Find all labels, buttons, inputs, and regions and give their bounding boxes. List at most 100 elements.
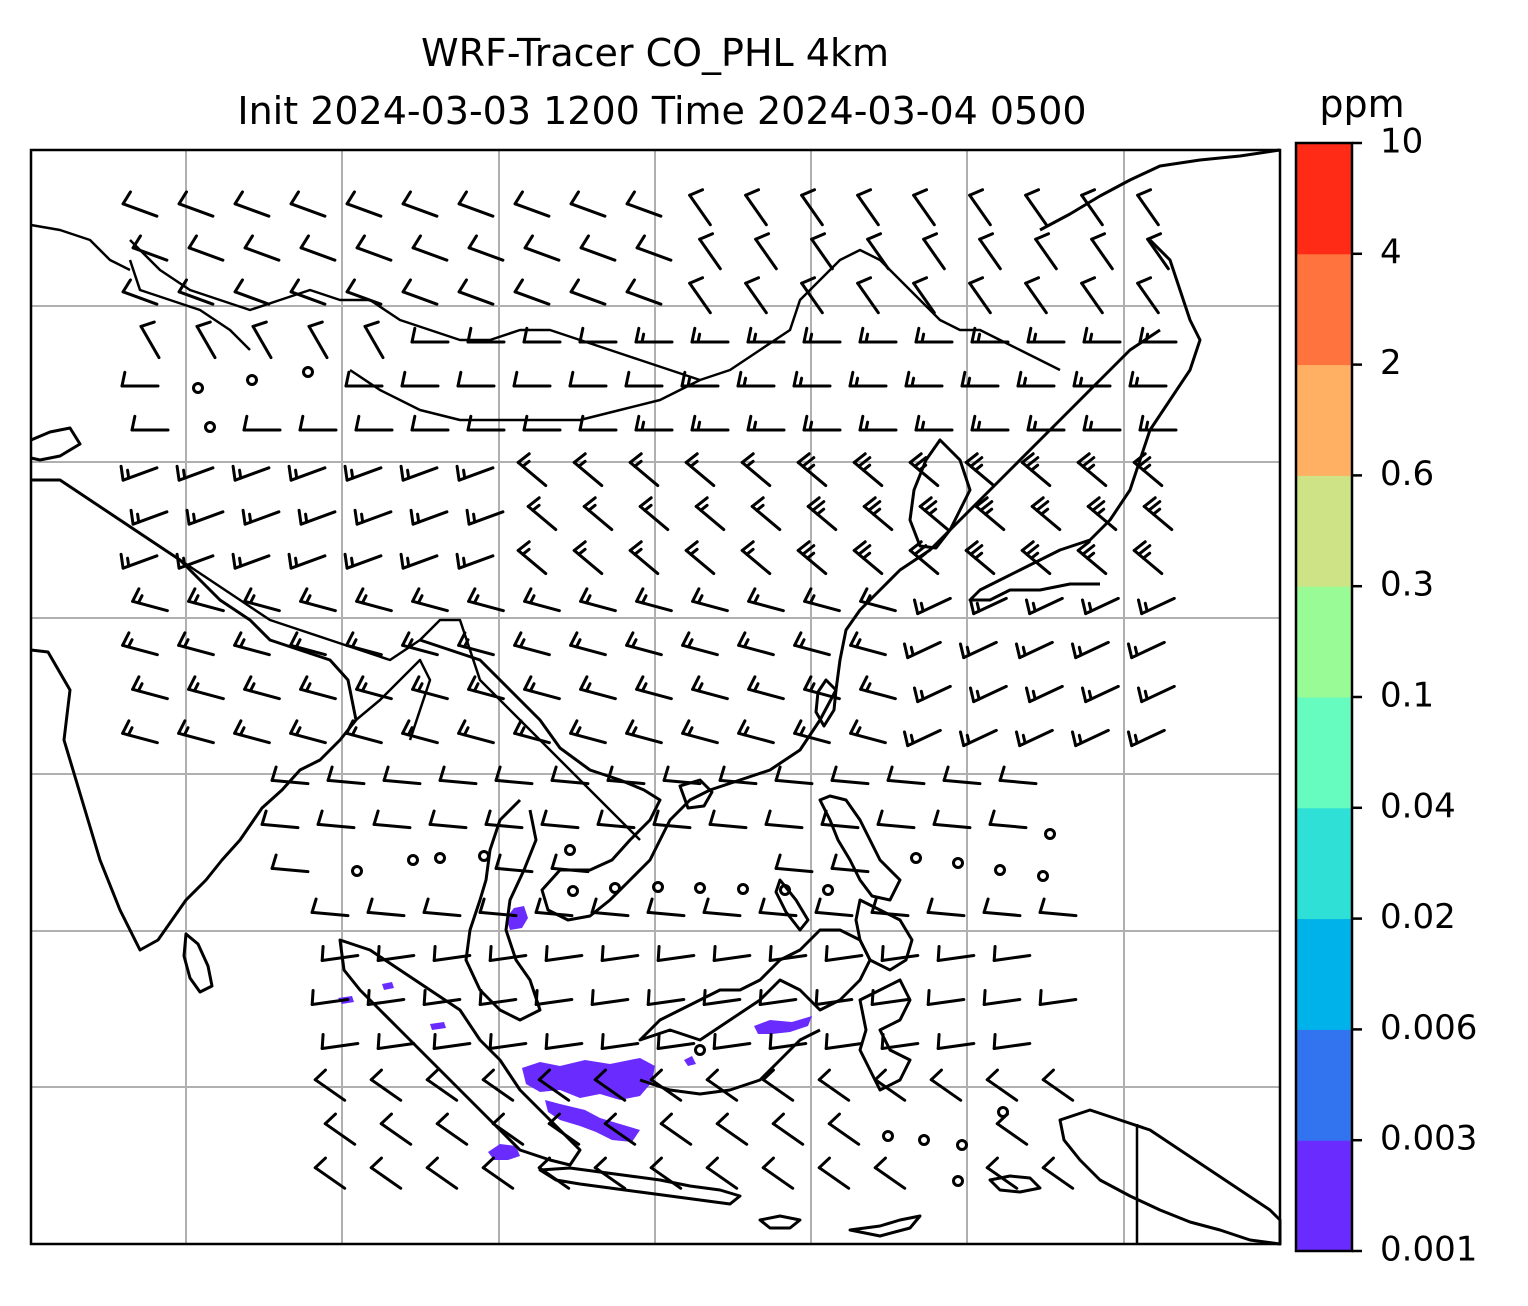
wind-barb xyxy=(628,452,660,488)
wind-barb-flag xyxy=(416,512,421,524)
wind-barb-flag xyxy=(355,234,366,250)
wind-barb-flag xyxy=(976,332,982,344)
wind-barb xyxy=(747,587,785,613)
wind-barb-flag xyxy=(192,682,200,693)
wind-barb-flag xyxy=(858,414,865,432)
wind-barb xyxy=(1038,897,1078,918)
wind-barb xyxy=(859,675,897,701)
wind-barb xyxy=(870,989,910,1007)
calm-wind-marker xyxy=(952,857,964,869)
wind-barb xyxy=(409,508,449,526)
wind-barb-staff xyxy=(873,1166,907,1190)
wind-barb xyxy=(401,190,439,218)
wind-barb-flag xyxy=(740,540,755,552)
wind-barb xyxy=(912,596,952,616)
wind-barb-flag xyxy=(817,1068,831,1082)
wind-barb xyxy=(625,631,663,657)
wind-barb-staff xyxy=(635,246,673,262)
wind-barb xyxy=(908,452,940,488)
wind-barb-flag xyxy=(1035,500,1050,512)
wind-barb-flag xyxy=(973,463,984,472)
wind-barb-flag xyxy=(820,809,828,826)
wind-barb-flag xyxy=(974,496,989,508)
wind-barb xyxy=(761,1156,795,1190)
wind-barb-flag xyxy=(399,464,405,482)
wind-barb-flag xyxy=(815,507,826,516)
wind-barb-flag xyxy=(1021,645,1027,657)
wind-barb xyxy=(287,552,327,570)
wind-barb-staff xyxy=(649,1166,683,1190)
wind-barb-flag xyxy=(310,897,318,914)
wind-barb-staff xyxy=(320,953,360,963)
wind-barb-staff xyxy=(912,193,936,227)
wind-barb-flag xyxy=(1022,376,1028,388)
wind-barb-staff xyxy=(932,822,972,830)
wind-barb-flag xyxy=(965,733,971,745)
tracer-plume xyxy=(338,906,812,1160)
wind-barb xyxy=(902,640,942,660)
wind-barb-flag xyxy=(518,638,526,649)
wind-barb xyxy=(523,675,561,701)
wind-barb-flag xyxy=(512,370,519,388)
wind-barb xyxy=(572,452,604,488)
wind-barb xyxy=(985,1156,1019,1190)
coastline-malay-peninsula xyxy=(464,798,542,1022)
wind-barb-staff xyxy=(649,1078,683,1102)
wind-barb xyxy=(438,765,478,786)
wind-barb-staff xyxy=(310,910,350,918)
wind-barb xyxy=(435,1112,469,1146)
wind-barb-flag xyxy=(248,594,256,605)
calm-wind-marker xyxy=(564,844,576,856)
wind-barb-flag xyxy=(975,689,981,701)
wind-barb-flag xyxy=(1020,452,1035,464)
wind-barb xyxy=(578,326,618,344)
wind-barb-staff xyxy=(824,1041,864,1051)
wind-barb xyxy=(121,278,159,306)
wind-barb-staff xyxy=(1038,910,1078,918)
map-panel xyxy=(29,148,1282,1246)
wind-barb-flag xyxy=(1080,188,1097,197)
wind-barb-flag xyxy=(577,547,587,556)
wind-barb-flag xyxy=(457,190,468,206)
wind-barb-staff xyxy=(270,778,310,786)
wind-barb xyxy=(540,809,580,830)
wind-barb-staff xyxy=(1024,281,1048,315)
wind-barb-flag xyxy=(848,370,855,388)
wind-barb xyxy=(547,1112,581,1146)
wind-barb-flag xyxy=(467,675,477,691)
wind-barb-flag xyxy=(746,414,753,432)
wind-barb-flag xyxy=(540,809,548,826)
colorbar-block xyxy=(1296,253,1352,366)
wind-barb-flag xyxy=(802,414,809,432)
wind-barb-flag xyxy=(603,1112,617,1126)
wind-barb-flag xyxy=(243,587,253,603)
wind-barb-flag xyxy=(712,1033,717,1051)
wind-barb-flag xyxy=(1032,420,1038,432)
wind-barb-flag xyxy=(737,719,747,735)
coastline-palawan xyxy=(774,878,810,932)
calm-wind-marker xyxy=(652,881,664,893)
wind-barb xyxy=(635,587,673,613)
wind-barb-staff xyxy=(926,910,966,918)
wind-barb-flag xyxy=(399,552,405,570)
wind-barb-staff xyxy=(754,237,778,271)
wind-barb xyxy=(810,232,834,271)
wind-barb-flag xyxy=(988,809,996,826)
wind-barb-staff xyxy=(299,246,337,262)
wind-barb-flag xyxy=(817,1156,831,1170)
wind-barb-flag xyxy=(702,897,710,914)
wind-barb-flag xyxy=(1041,1068,1055,1082)
wind-barb xyxy=(876,809,916,830)
wind-barb-flag xyxy=(182,556,187,568)
wind-barb-flag xyxy=(917,551,928,560)
wind-barb xyxy=(600,945,640,963)
calm-wind-marker xyxy=(822,884,834,896)
wind-barb xyxy=(803,675,841,701)
wind-barb-flag xyxy=(1126,730,1134,748)
wind-barb-flag xyxy=(1141,551,1152,560)
wind-barb xyxy=(593,1156,627,1190)
wind-barb-flag xyxy=(577,459,587,468)
wind-barb xyxy=(830,765,870,786)
coastline-java xyxy=(538,1166,742,1206)
wind-barb-flag xyxy=(130,414,137,432)
